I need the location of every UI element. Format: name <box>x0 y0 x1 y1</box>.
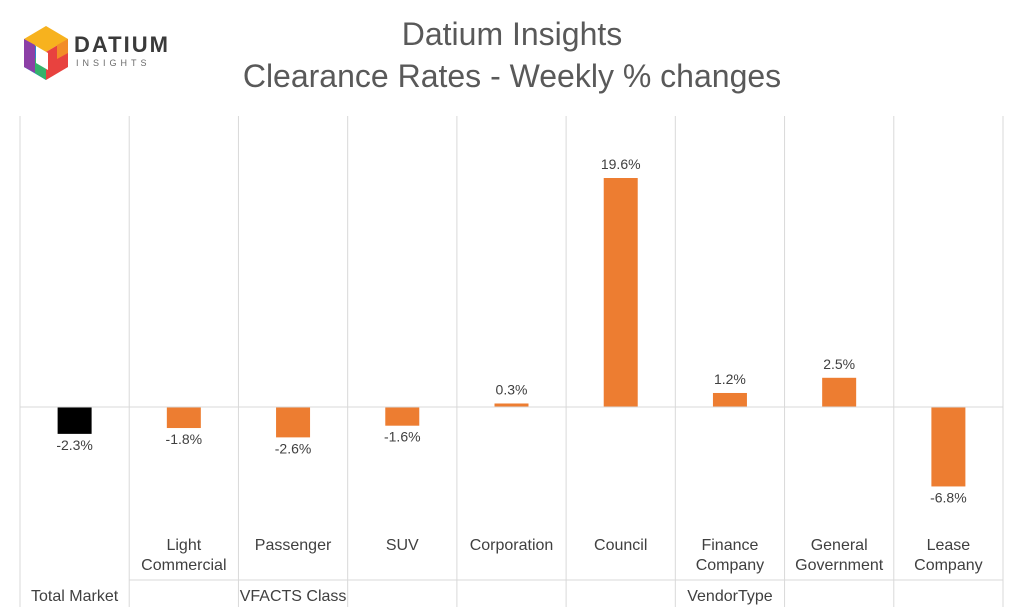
category-label: Company <box>914 557 982 574</box>
bar <box>276 407 311 438</box>
logo-name: DATIUM <box>74 32 170 57</box>
category-labels: Light Commercial Passenger SUV Corporation Co… <box>141 537 982 574</box>
category-label: Commercial <box>141 557 226 574</box>
bar <box>166 407 201 429</box>
datium-cube-icon <box>24 26 68 80</box>
data-label: -6.8% <box>930 489 967 505</box>
data-label: 1.2% <box>714 371 746 387</box>
bar <box>931 407 966 487</box>
group-label: Total Market <box>31 588 119 605</box>
group-label: VFACTS Class <box>240 588 347 605</box>
category-label: Lease <box>927 537 971 554</box>
data-labels: -2.3% -1.8% -2.6% -1.6% 0.3% 19.6% 1.2% 2.5% -6.… <box>56 156 966 505</box>
bar <box>712 392 747 407</box>
datium-logo: DATIUM INSIGHTS <box>22 24 172 84</box>
category-label: Company <box>696 557 764 574</box>
bar <box>385 407 420 426</box>
category-label: Council <box>594 537 647 554</box>
data-label: 19.6% <box>601 156 641 172</box>
category-dividers <box>19 116 1004 607</box>
bar <box>57 407 92 434</box>
data-label: -1.8% <box>166 431 203 447</box>
data-label: 2.5% <box>823 356 855 372</box>
bar <box>822 377 857 407</box>
logo-sub: INSIGHTS <box>76 58 151 68</box>
data-label: -2.6% <box>275 440 312 456</box>
group-labels: Total Market VFACTS Class VendorType <box>31 588 773 605</box>
category-label: General <box>811 537 868 554</box>
data-label: -1.6% <box>384 429 421 445</box>
chart-title-line2: Clearance Rates - Weekly % changes <box>242 58 782 94</box>
data-label: 0.3% <box>496 381 528 397</box>
group-label: VendorType <box>687 588 773 605</box>
chart-title-line1: Datium Insights <box>401 16 623 52</box>
category-label: Government <box>795 557 884 574</box>
category-label: SUV <box>386 537 419 554</box>
bar <box>494 403 529 407</box>
category-label: Finance <box>701 537 758 554</box>
bars <box>57 178 966 487</box>
category-label: Light <box>166 537 201 554</box>
bar <box>603 178 638 407</box>
category-label: Passenger <box>255 537 332 554</box>
category-label: Corporation <box>470 537 554 554</box>
data-label: -2.3% <box>56 437 93 453</box>
